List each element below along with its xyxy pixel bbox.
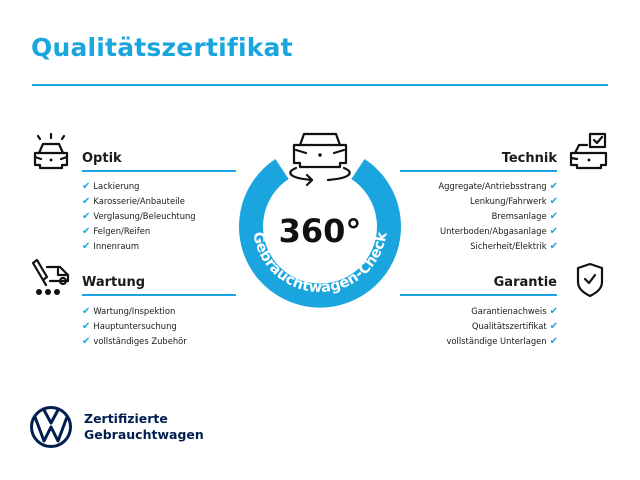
optik-list: ✔ Lackierung ✔ Karosserie/Anbauteile ✔ Verg… (82, 179, 196, 254)
check-icon: ✔ (82, 241, 91, 252)
garantie-divider (400, 294, 557, 296)
list-item: ✔ Innenraum (82, 241, 139, 252)
car-checkbox-icon (569, 132, 608, 170)
list-item: ✔ Karosserie/Anbauteile (82, 196, 185, 207)
page-title: Qualitätszertifikat (31, 33, 293, 62)
list-item: Aggregate/Antriebsstrang ✔ (438, 181, 558, 192)
check-icon: ✔ (549, 306, 558, 317)
check-icon: ✔ (82, 226, 91, 237)
check-icon: ✔ (549, 321, 558, 332)
check-icon: ✔ (82, 181, 91, 192)
check-icon: ✔ (82, 321, 91, 332)
brand-text: Zertifizierte Gebrauchtwagen (84, 411, 204, 443)
brand-line2: Gebrauchtwagen (84, 427, 204, 442)
list-item: ✔ Verglasung/Beleuchtung (82, 211, 196, 222)
check-icon: ✔ (82, 336, 91, 347)
360-check-badge: 360° Gebrauchtwagen-Check (239, 132, 401, 308)
list-item: ✔ Wartung/Inspektion (82, 306, 176, 317)
list-item: vollständige Unterlagen ✔ (446, 336, 558, 347)
list-item: Sicherheit/Elektrik ✔ (470, 241, 558, 252)
check-icon: ✔ (82, 306, 91, 317)
check-icon: ✔ (82, 211, 91, 222)
technik-list: Aggregate/Antriebsstrang ✔ Lenkung/Fahrwe… (380, 179, 558, 254)
list-item: Unterboden/Abgasanlage ✔ (440, 226, 558, 237)
list-item: Garantienachweis ✔ (471, 306, 558, 317)
brand-line1: Zertifizierte (84, 411, 168, 426)
check-icon: ✔ (549, 211, 558, 222)
technik-divider (400, 170, 557, 172)
optik-heading: Optik (82, 151, 122, 166)
list-item: ✔ vollständiges Zubehör (82, 336, 187, 347)
title-divider (32, 84, 608, 86)
shield-check-icon (576, 262, 604, 298)
check-icon: ✔ (549, 181, 558, 192)
garantie-list: Garantienachweis ✔ Qualitätszertifikat ✔ v… (380, 304, 558, 349)
list-item: ✔ Felgen/Reifen (82, 226, 151, 237)
list-item: ✔ Lackierung (82, 181, 140, 192)
list-item: Qualitätszertifikat ✔ (471, 321, 558, 332)
badge-ring (239, 159, 401, 308)
check-icon: ✔ (549, 196, 558, 207)
list-item: Bremsanlage ✔ (491, 211, 558, 222)
check-icon: ✔ (549, 226, 558, 237)
list-item: Lenkung/Fahrwerk ✔ (470, 196, 558, 207)
list-item: ✔ Hauptuntersuchung (82, 321, 177, 332)
optik-divider (82, 170, 236, 172)
car-rotate-icon (289, 132, 351, 187)
vw-logo (30, 406, 72, 448)
technik-heading: Technik (501, 151, 557, 166)
check-icon: ✔ (549, 241, 558, 252)
wartung-heading: Wartung (82, 275, 146, 290)
wartung-divider (82, 294, 236, 296)
check-icon: ✔ (82, 196, 91, 207)
badge-value: 360° (279, 212, 362, 250)
wartung-list: ✔ Wartung/Inspektion ✔ Hauptuntersuchung ✔… (82, 304, 187, 349)
service-tools-van-icon (31, 258, 70, 295)
check-icon: ✔ (549, 336, 558, 347)
garantie-heading: Garantie (493, 275, 557, 290)
car-lights-icon (33, 132, 69, 170)
